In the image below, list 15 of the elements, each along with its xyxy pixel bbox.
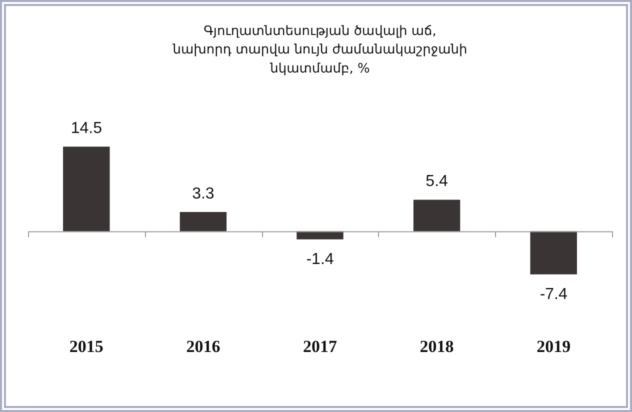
x-tick-label: 2015 bbox=[69, 337, 104, 356]
bar bbox=[530, 231, 577, 274]
x-tick-label: 2018 bbox=[420, 337, 454, 356]
bar bbox=[413, 200, 460, 232]
data-label: -7.4 bbox=[540, 286, 568, 303]
data-label: -1.4 bbox=[306, 250, 334, 268]
bar bbox=[180, 212, 227, 232]
data-label: 5.4 bbox=[426, 173, 448, 190]
data-label: 14.5 bbox=[70, 120, 102, 138]
x-tick-label: 2016 bbox=[186, 337, 220, 356]
x-tick-label: 2017 bbox=[303, 337, 338, 356]
data-label: 3.3 bbox=[192, 185, 214, 202]
chart-title: Գյուղատնտեսության ծավալի աճ, նախորդ տարվա նույն ժամանակաշրջանի նկատմամբ, % bbox=[172, 24, 468, 76]
x-tick-label: 2019 bbox=[536, 337, 571, 356]
bar bbox=[63, 146, 110, 232]
